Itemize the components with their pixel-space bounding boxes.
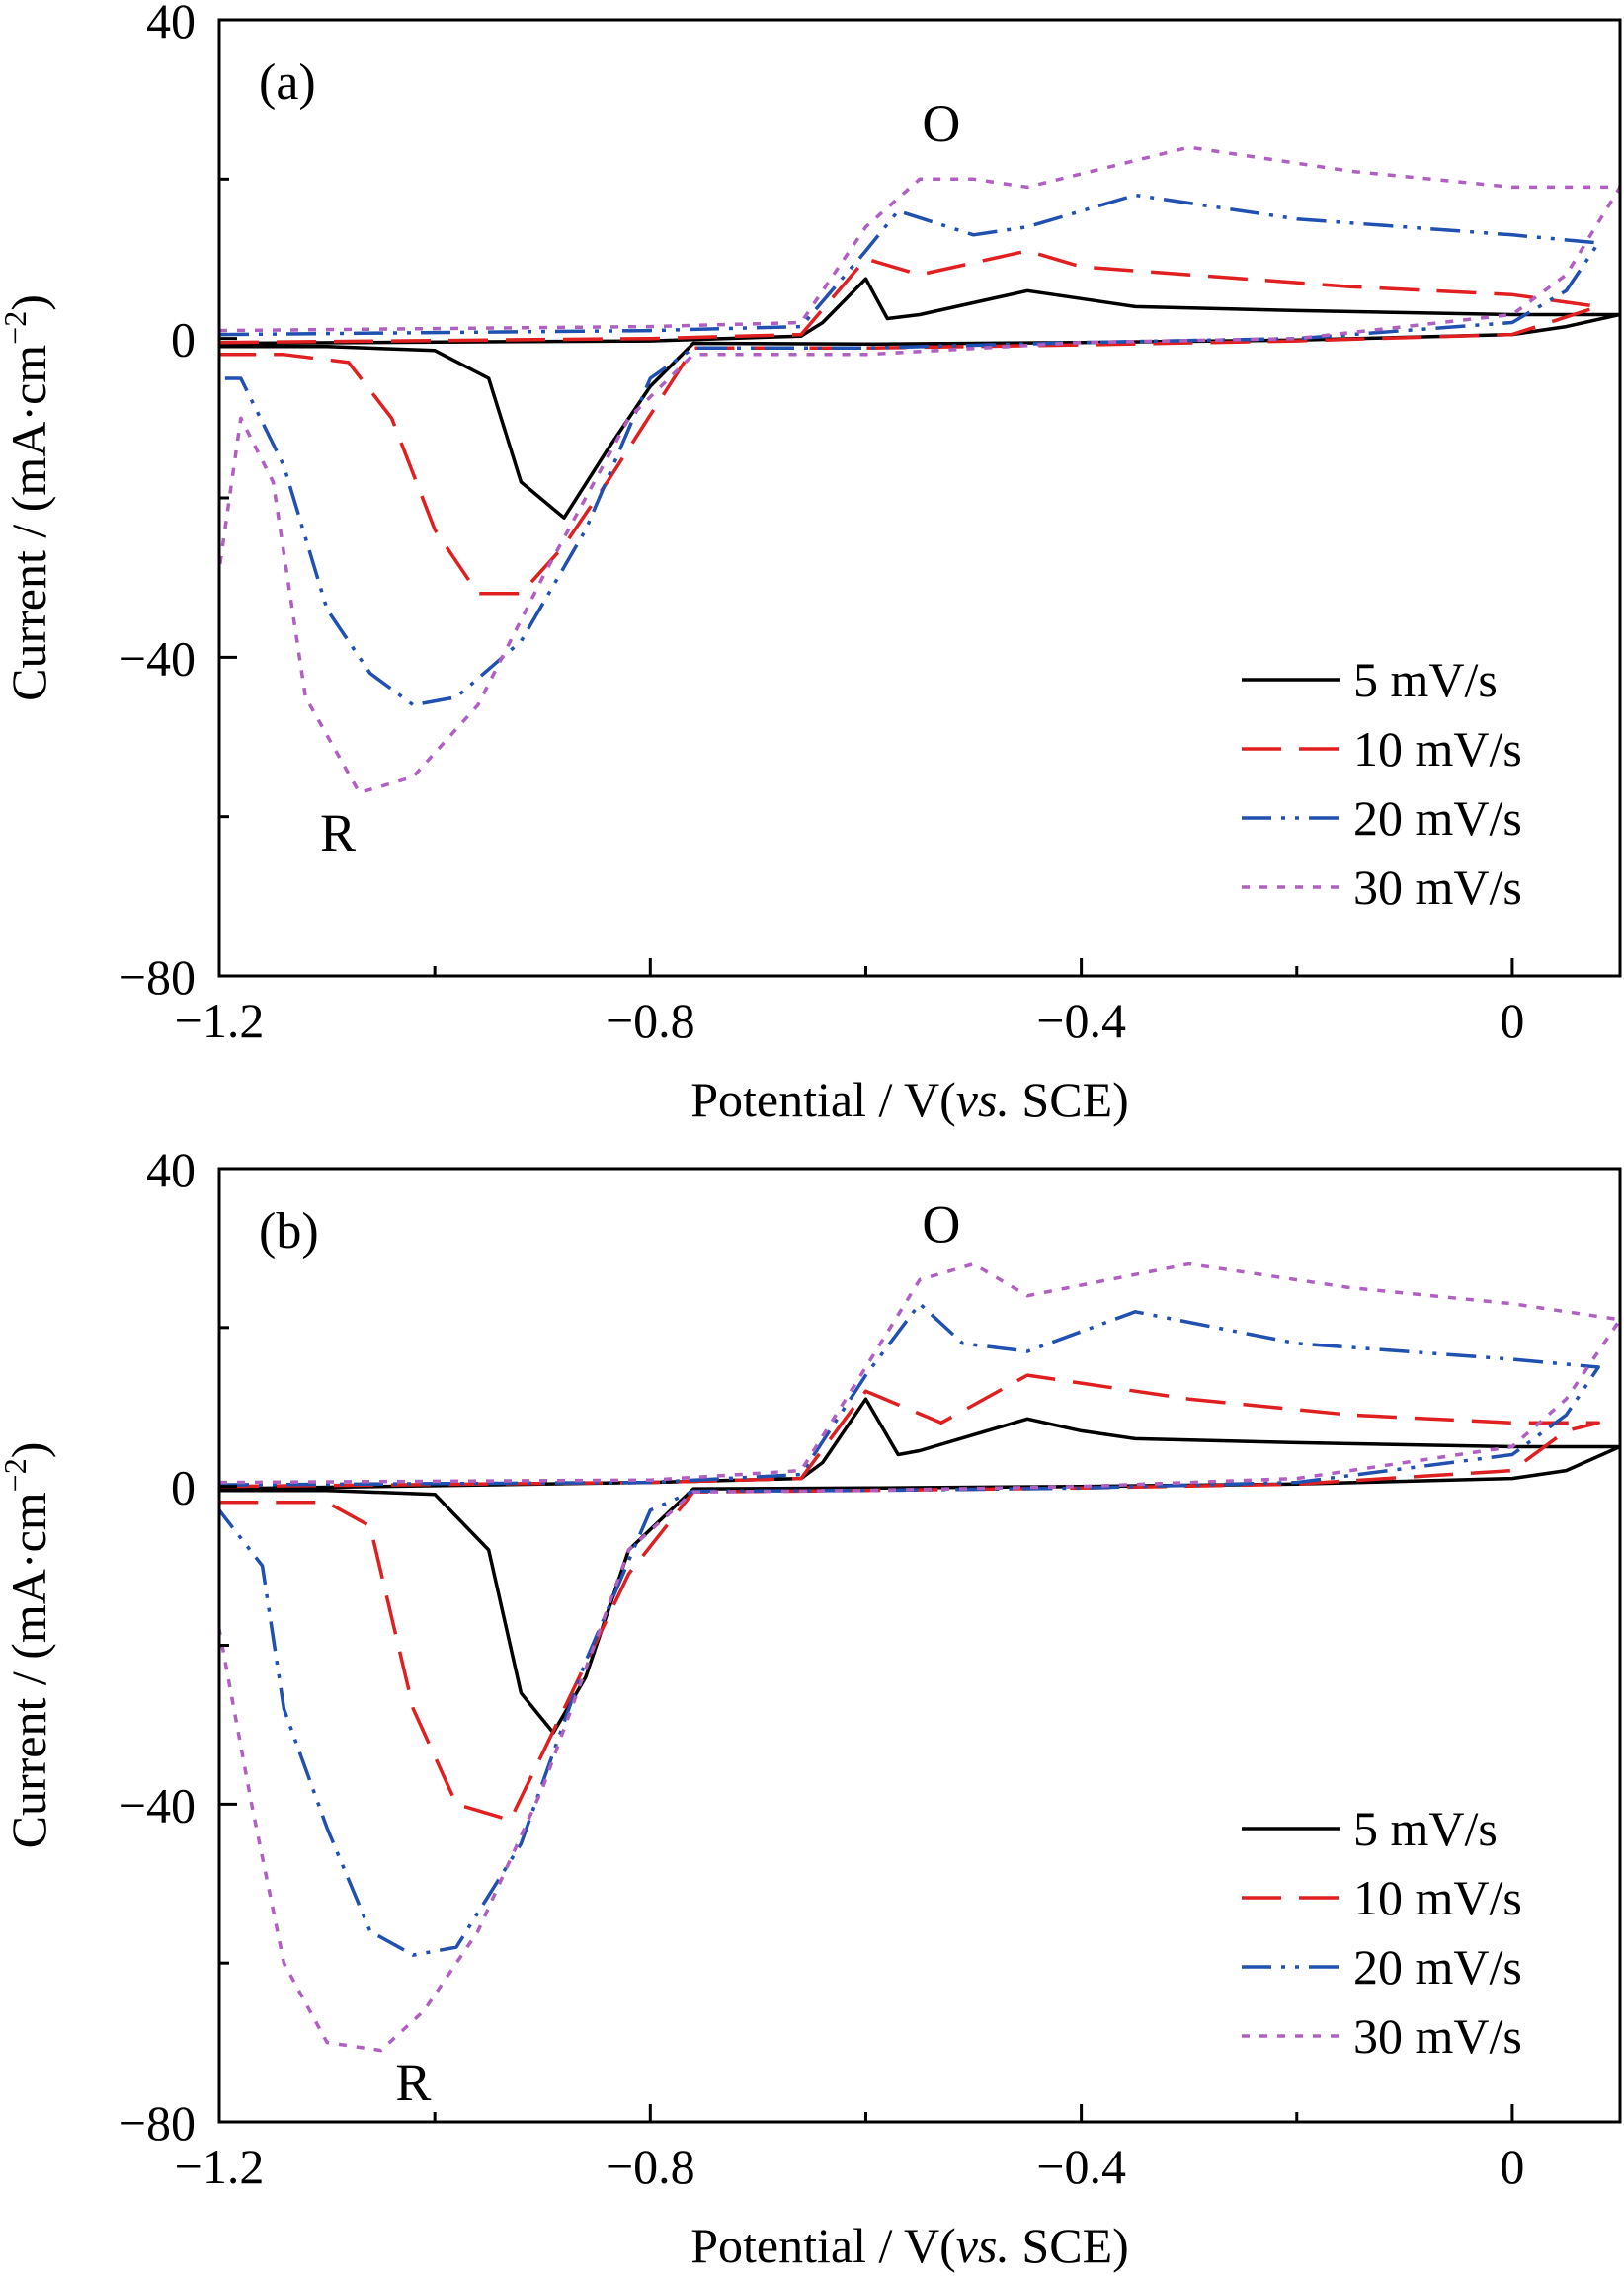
plot-area	[219, 1262, 1620, 2053]
legend: 5 mV/s 10 mV/s 20 mV/s 30 mV/s	[1242, 1801, 1522, 2064]
x-tick-label: −1.2	[175, 993, 265, 1048]
x-tick-label: −0.8	[606, 2139, 695, 2194]
y-tick-label: −40	[119, 630, 196, 686]
x-tick-label: −0.4	[1036, 2139, 1126, 2194]
y-axis-label: Current / (mA·cm−2)	[0, 294, 56, 701]
y-tick-label: 40	[146, 0, 196, 48]
legend-entry: 20 mV/s	[1353, 1939, 1522, 1995]
series-line-5-mv-s	[219, 1397, 1620, 1735]
y-tick-label: −40	[119, 1777, 196, 1832]
y-axis-label: Current / (mA·cm−2)	[0, 1442, 56, 1849]
series-line-5-mv-s	[219, 277, 1620, 520]
legend-entry: 5 mV/s	[1353, 652, 1498, 707]
legend-entry: 10 mV/s	[1353, 1870, 1522, 1925]
legend-entry: 10 mV/s	[1353, 721, 1522, 776]
series-line-20-mv-s	[219, 193, 1600, 707]
y-tick-label: 0	[171, 1460, 196, 1515]
series-line-30-mv-s	[219, 1262, 1620, 2053]
peak-annotation-o: O	[922, 94, 960, 153]
y-tick-label: 0	[171, 312, 196, 367]
legend-entry: 20 mV/s	[1353, 790, 1522, 846]
plot-area	[219, 145, 1620, 795]
series-line-20-mv-s	[219, 1301, 1600, 1957]
x-axis-label: Potential / V(vs. SCE)	[690, 2218, 1129, 2273]
x-tick-label: −1.2	[175, 2139, 265, 2194]
x-tick-label: 0	[1500, 993, 1524, 1048]
chart-panel-b: −1.2 −0.8 −0.4 0 40 0 −40 −80 Potential / V(vs. …	[0, 1142, 1622, 2273]
x-axis-label: Potential / V(vs. SCE)	[690, 1072, 1129, 1127]
x-tick-label: −0.8	[606, 993, 695, 1048]
series-line-30-mv-s	[219, 145, 1620, 795]
series-line-10-mv-s	[219, 249, 1600, 596]
series-line-10-mv-s	[219, 1373, 1600, 1823]
peak-annotation-o: O	[922, 1194, 960, 1254]
panel-label: (b)	[259, 1203, 319, 1260]
peak-annotation-r: R	[395, 2053, 431, 2112]
y-tick-label: 40	[146, 1142, 196, 1197]
legend-entry: 30 mV/s	[1353, 859, 1522, 915]
x-tick-label: 0	[1500, 2139, 1524, 2194]
legend-entry: 5 mV/s	[1353, 1801, 1498, 1856]
legend-entry: 30 mV/s	[1353, 2008, 1522, 2064]
legend: 5 mV/s 10 mV/s 20 mV/s 30 mV/s	[1242, 652, 1522, 915]
y-tick-label: −80	[119, 949, 196, 1005]
panel-label: (a)	[259, 54, 316, 111]
x-tick-label: −0.4	[1036, 993, 1126, 1048]
y-tick-label: −80	[119, 2095, 196, 2151]
peak-annotation-r: R	[320, 803, 356, 862]
chart-panel-a: −1.2 −0.8 −0.4 0 40 0 −40 −80 Potential / V(vs. …	[0, 0, 1622, 1127]
